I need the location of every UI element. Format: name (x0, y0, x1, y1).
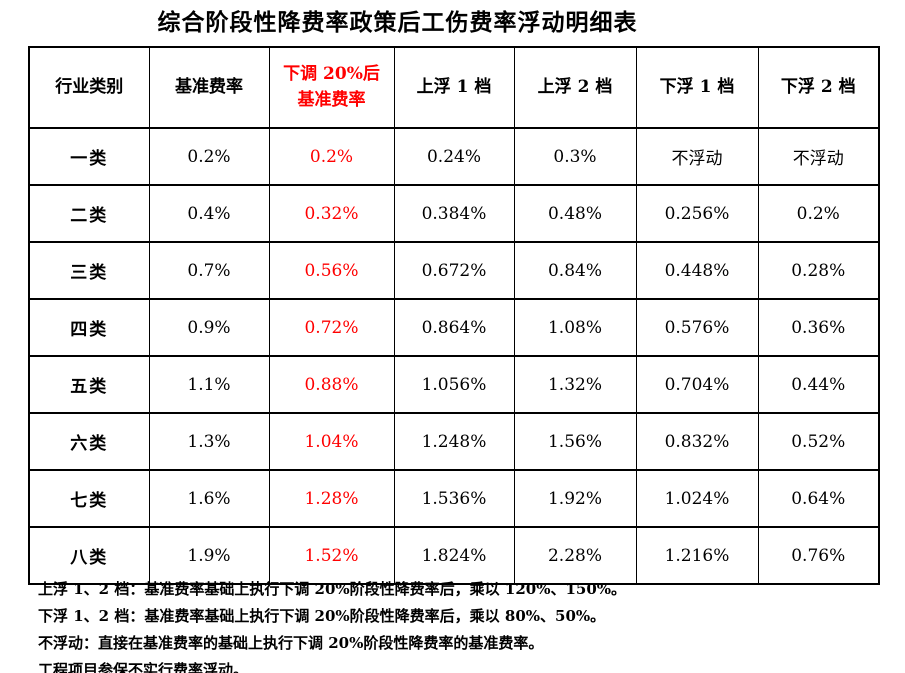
cell-down2: 0.36% (757, 298, 880, 357)
header-down-tier-1: 下浮 1 档 (635, 46, 759, 129)
footnotes: 上浮 1、2 档：基准费率基础上执行下调 20%阶段性降费率后，乘以 120%、… (38, 576, 878, 673)
cell-down1: 不浮动 (635, 127, 759, 186)
cell-up2: 0.3% (513, 127, 637, 186)
cell-down1: 0.704% (635, 355, 759, 414)
header-down-tier-2: 下浮 2 档 (757, 46, 880, 129)
cell-down1: 0.256% (635, 184, 759, 243)
footnote-construction-projects: 工程项目参保不实行费率浮动。 (38, 661, 249, 673)
header-up-tier-2: 上浮 2 档 (513, 46, 637, 129)
cell-category: 六类 (28, 412, 150, 471)
cell-base-rate: 1.9% (148, 526, 270, 585)
cell-up2: 1.08% (513, 298, 637, 357)
cell-reduced-rate: 0.56% (268, 241, 395, 300)
header-reduced-base-rate: 下调 20%后 基准费率 (268, 46, 395, 129)
table-row: 三类 0.7% 0.56% 0.672% 0.84% 0.448% 0.28% (28, 241, 880, 300)
table-row: 四类 0.9% 0.72% 0.864% 1.08% 0.576% 0.36% (28, 298, 880, 357)
cell-category: 三类 (28, 241, 150, 300)
header-base-rate: 基准费率 (148, 46, 270, 129)
cell-category: 八类 (28, 526, 150, 585)
cell-reduced-rate: 1.28% (268, 469, 395, 528)
cell-up2: 0.84% (513, 241, 637, 300)
cell-down1: 0.448% (635, 241, 759, 300)
cell-up1: 0.672% (393, 241, 515, 300)
cell-up1: 1.248% (393, 412, 515, 471)
cell-down2: 不浮动 (757, 127, 880, 186)
cell-up2: 1.92% (513, 469, 637, 528)
cell-reduced-rate: 0.2% (268, 127, 395, 186)
cell-base-rate: 1.3% (148, 412, 270, 471)
cell-up1: 0.24% (393, 127, 515, 186)
cell-base-rate: 1.6% (148, 469, 270, 528)
cell-up2: 1.56% (513, 412, 637, 471)
cell-up1: 1.056% (393, 355, 515, 414)
header-industry-category: 行业类别 (28, 46, 150, 129)
cell-reduced-rate: 0.72% (268, 298, 395, 357)
header-row: 行业类别 基准费率 下调 20%后 基准费率 上浮 1 档 上浮 2 档 下浮 … (28, 46, 880, 129)
table-row: 二类 0.4% 0.32% 0.384% 0.48% 0.256% 0.2% (28, 184, 880, 243)
cell-down1: 1.024% (635, 469, 759, 528)
cell-down1: 0.576% (635, 298, 759, 357)
cell-down2: 0.44% (757, 355, 880, 414)
cell-reduced-rate: 0.88% (268, 355, 395, 414)
cell-reduced-rate: 1.04% (268, 412, 395, 471)
cell-base-rate: 0.7% (148, 241, 270, 300)
cell-down1: 0.832% (635, 412, 759, 471)
cell-down2: 0.2% (757, 184, 880, 243)
cell-category: 四类 (28, 298, 150, 357)
cell-up1: 1.536% (393, 469, 515, 528)
cell-base-rate: 0.2% (148, 127, 270, 186)
table-row: 八类 1.9% 1.52% 1.824% 2.28% 1.216% 0.76% (28, 526, 880, 585)
footnote-no-float: 不浮动：直接在基准费率的基础上执行下调 20%阶段性降费率的基准费率。 (38, 634, 544, 652)
cell-reduced-rate: 0.32% (268, 184, 395, 243)
table-row: 六类 1.3% 1.04% 1.248% 1.56% 0.832% 0.52% (28, 412, 880, 471)
cell-category: 五类 (28, 355, 150, 414)
cell-up2: 1.32% (513, 355, 637, 414)
cell-down2: 0.28% (757, 241, 880, 300)
cell-category: 七类 (28, 469, 150, 528)
table-row: 五类 1.1% 0.88% 1.056% 1.32% 0.704% 0.44% (28, 355, 880, 414)
rate-table: 行业类别 基准费率 下调 20%后 基准费率 上浮 1 档 上浮 2 档 下浮 … (28, 46, 880, 585)
cell-category: 二类 (28, 184, 150, 243)
cell-up1: 0.864% (393, 298, 515, 357)
table-row: 七类 1.6% 1.28% 1.536% 1.92% 1.024% 0.64% (28, 469, 880, 528)
cell-up1: 0.384% (393, 184, 515, 243)
header-up-tier-1: 上浮 1 档 (393, 46, 515, 129)
cell-up2: 0.48% (513, 184, 637, 243)
cell-down2: 0.52% (757, 412, 880, 471)
cell-category: 一类 (28, 127, 150, 186)
cell-up1: 1.824% (393, 526, 515, 585)
footnote-down-tiers: 下浮 1、2 档：基准费率基础上执行下调 20%阶段性降费率后，乘以 80%、5… (38, 607, 606, 625)
cell-base-rate: 0.9% (148, 298, 270, 357)
cell-base-rate: 0.4% (148, 184, 270, 243)
cell-down2: 0.76% (757, 526, 880, 585)
cell-down2: 0.64% (757, 469, 880, 528)
table-row: 一类 0.2% 0.2% 0.24% 0.3% 不浮动 不浮动 (28, 127, 880, 186)
footnote-up-tiers: 上浮 1、2 档：基准费率基础上执行下调 20%阶段性降费率后，乘以 120%、… (38, 580, 627, 598)
page-title: 综合阶段性降费率政策后工伤费率浮动明细表 (157, 9, 638, 36)
cell-base-rate: 1.1% (148, 355, 270, 414)
